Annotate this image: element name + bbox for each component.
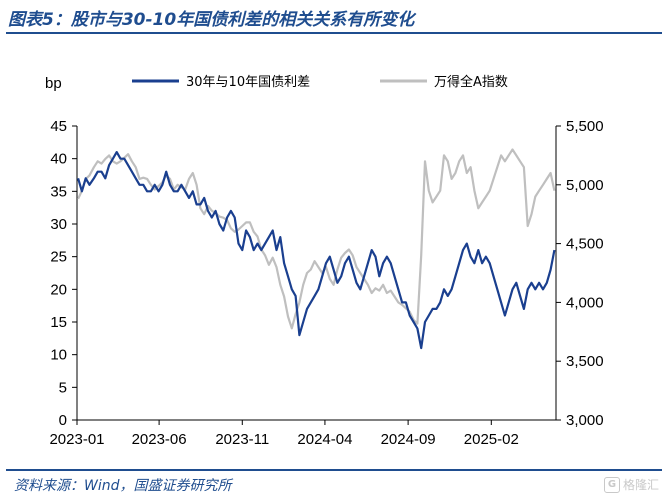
y-left-tick-label: 30 [50, 216, 67, 233]
watermark-text: 格隆汇 [622, 478, 659, 492]
watermark: G 格隆汇 [603, 476, 659, 493]
source-divider [6, 469, 662, 471]
y-right-tick-label: 4,500 [566, 236, 604, 253]
x-tick-label: 2023-06 [132, 431, 187, 448]
series-line-spread [77, 151, 556, 350]
x-tick-label: 2024-04 [297, 431, 352, 448]
legend-item-spread-label: 30年与10年国债利差 [186, 75, 310, 90]
y-left-tick-label: 5 [59, 379, 67, 396]
page-title: 图表5：股市与30-10年国债利差的相关关系有所变化 [8, 10, 415, 30]
source-note: 资料来源：Wind，国盛证券研究所 [14, 478, 232, 494]
y-right-tick-label: 3,000 [566, 412, 604, 429]
y-right-tick-label: 5,000 [566, 177, 604, 194]
x-tick-label: 2024-09 [381, 431, 436, 448]
y-left-tick-label: 20 [50, 281, 67, 298]
y-left-tick-label: 35 [50, 183, 67, 200]
legend-item-index-label: 万得全A指数 [434, 74, 508, 90]
y-left-tick-label: 25 [50, 249, 67, 266]
chart: 0 5 10 15 20 25 30 35 40 45 3,000 3,500 4,000 4,500 5,… [45, 74, 604, 448]
y-left-tick-label: 45 [50, 118, 67, 135]
watermark-logo-icon: G [603, 476, 620, 493]
y-right-tick-label: 5,500 [566, 118, 604, 135]
chart-series [77, 148, 556, 350]
chart-legend: 30年与10年国债利差 万得全A指数 [132, 74, 508, 90]
x-tick-label: 2025-02 [464, 431, 519, 448]
y-left-tick-label: 40 [50, 151, 67, 168]
y-left-tick-label: 10 [50, 347, 67, 364]
title-divider [6, 32, 662, 34]
x-tick-label: 2023-11 [215, 431, 269, 448]
chart-axes: 0 5 10 15 20 25 30 35 40 45 3,000 3,500 4,000 4,500 5,… [45, 75, 604, 448]
series-line-index [77, 148, 556, 330]
y-axis-label: bp [45, 75, 62, 92]
y-left-tick-label: 0 [59, 412, 67, 429]
y-right-tick-label: 4,000 [566, 294, 604, 311]
y-left-tick-label: 15 [50, 314, 67, 331]
y-right-tick-label: 3,500 [566, 353, 604, 370]
x-tick-label: 2023-01 [49, 431, 104, 448]
